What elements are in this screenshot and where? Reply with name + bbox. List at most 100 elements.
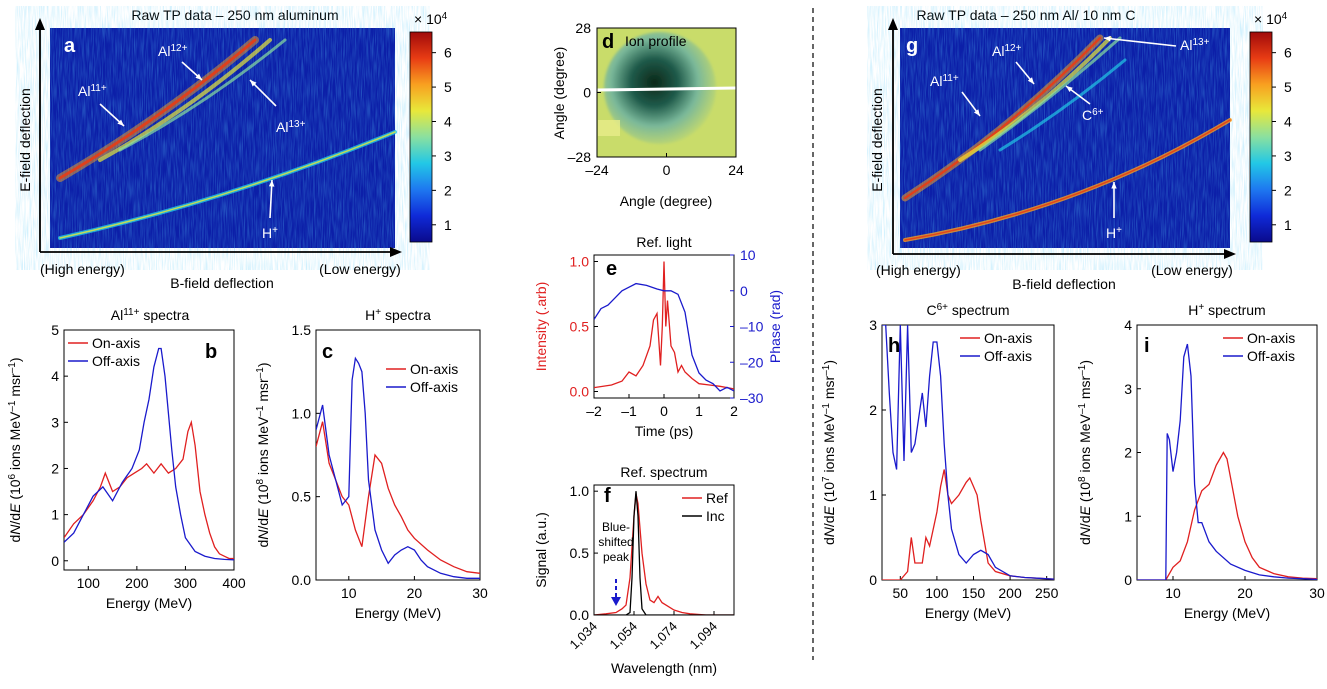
panel-a-xlabel: B-field deflection bbox=[170, 275, 274, 291]
panel-c-chart: 10 20 30 0.0 0.5 1.0 1.5 H+ spectra c Energy (MeV… bbox=[255, 307, 488, 622]
label-al13: Al13+ bbox=[1180, 37, 1210, 54]
label-h-charge: + bbox=[272, 225, 278, 236]
panel-b-ylabel-part: N bbox=[7, 524, 23, 535]
panel-f-title: Ref. spectrum bbox=[620, 464, 707, 480]
panel-h-ylabel-part: N bbox=[821, 526, 837, 537]
panel-c-ylabel-sup: 8 bbox=[255, 478, 266, 484]
panel-h-ylabel-part: (10 bbox=[821, 482, 837, 506]
label-c6-ion: C bbox=[1082, 107, 1092, 123]
label-h-ion: H bbox=[1106, 225, 1116, 241]
track-al13 bbox=[118, 38, 287, 152]
panel-c-frame bbox=[315, 329, 481, 581]
panel-b-title: Al11+ spectra bbox=[111, 307, 190, 324]
panel-f-legend-label: Inc bbox=[706, 508, 725, 524]
panel-b-letter: b bbox=[205, 341, 217, 363]
panel-b-ylabel-part: (10 bbox=[7, 479, 23, 503]
panel-a-letter: a bbox=[64, 35, 76, 57]
panel-a-ylabel: E-field deflection bbox=[17, 88, 33, 192]
panel-e-y2tick-label: –10 bbox=[740, 319, 764, 335]
panel-e-xtick-label: 1 bbox=[695, 403, 703, 419]
panel-f-ytick-label: 1.0 bbox=[570, 483, 590, 499]
label-al11-ion: Al bbox=[930, 73, 942, 89]
panel-i-series-offaxis bbox=[1137, 343, 1317, 580]
panel-g-tracks bbox=[901, 34, 1232, 242]
panel-b-ylabel-part: /d bbox=[7, 513, 23, 525]
panel-d-axes: –24 0 24 28 0 –28 bbox=[568, 20, 744, 178]
panel-f-xtick-label: 1,054 bbox=[607, 619, 641, 653]
panel-e-ytick-label: 0.0 bbox=[570, 384, 590, 400]
panel-i-legend-label: On-axis bbox=[1247, 330, 1295, 346]
colorbar-multiplier-base: × 10 bbox=[414, 11, 442, 27]
panel-a-raw-tp: Raw TP data – 250 nm aluminum a Al11+Al1… bbox=[17, 7, 402, 291]
panel-g-e-arrow bbox=[888, 18, 898, 30]
track-al11-core bbox=[58, 38, 257, 180]
panel-h-ylabel-part: ) bbox=[821, 360, 837, 365]
panel-i-chart: 10 20 30 0 1 2 3 4 H+ spectrum i Energy (MeV) dN/dE… bbox=[1077, 302, 1325, 622]
label-c6: C6+ bbox=[1082, 107, 1104, 124]
panel-h-title-base: C bbox=[927, 302, 937, 318]
panel-d-ytick-label: –28 bbox=[568, 149, 592, 165]
panel-b-chart: 100 200 300 400 0 1 2 3 4 5 Al11+ spectra b Energy (… bbox=[7, 307, 246, 612]
panel-c-ylabel: dN/dE (108 ions MeV–1 msr–1) bbox=[255, 362, 272, 547]
panel-h-xtick-label: 200 bbox=[998, 585, 1022, 601]
panel-e-y2tick-label: –20 bbox=[740, 354, 764, 370]
panel-d-xlabel: Angle (degree) bbox=[620, 193, 713, 209]
label-al11-arrowhead bbox=[117, 119, 124, 126]
panel-c-ytick-label: 1.5 bbox=[292, 322, 312, 338]
panel-c-title-base: H bbox=[365, 307, 375, 323]
colorbar-tick-label: 3 bbox=[1284, 148, 1292, 164]
label-al11: Al11+ bbox=[930, 73, 959, 90]
panel-c-legend-label: Off-axis bbox=[410, 379, 458, 395]
panel-d-ylabel: Angle (degree) bbox=[551, 47, 567, 140]
colorbar-multiplier: × 104 bbox=[414, 11, 448, 28]
panel-e-ylabel: Intensity (.arb) bbox=[533, 282, 549, 371]
panel-h-ylabel-part: msr bbox=[821, 375, 837, 403]
track-al13 bbox=[978, 36, 1122, 152]
panel-b-ylabel-sup: –1 bbox=[7, 362, 18, 374]
panel-e-xtick-label: 0 bbox=[660, 403, 668, 419]
label-al13: Al13+ bbox=[276, 119, 306, 136]
panel-i-title-base: H bbox=[1188, 302, 1198, 318]
panel-b-ylabel-part: msr bbox=[7, 373, 23, 401]
panel-h-legend-label: Off-axis bbox=[984, 348, 1032, 364]
panel-d-ion-profile: d Ion profile –24 0 24 28 0 –28 Angle (degree… bbox=[551, 20, 744, 209]
track-h-core bbox=[904, 119, 1231, 241]
panel-g-title: Raw TP data – 250 nm Al/ 10 nm C bbox=[917, 7, 1136, 23]
panel-c-title: H+ spectra bbox=[365, 307, 431, 324]
panel-e-letter: e bbox=[606, 258, 617, 280]
panel-c-xtick-label: 20 bbox=[407, 585, 423, 601]
panel-i-legend-label: Off-axis bbox=[1247, 348, 1295, 364]
panel-b-ylabel-sup: –1 bbox=[7, 400, 18, 412]
panel-c-ylabel-part: ) bbox=[255, 362, 271, 367]
panel-f-annotation-line: peak bbox=[603, 550, 630, 564]
panel-d-xtick-label: –24 bbox=[585, 162, 609, 178]
panel-f-annotation-line: shifted bbox=[598, 535, 633, 549]
panel-b-ytick-label: 1 bbox=[51, 507, 59, 523]
label-al11-arrowhead bbox=[973, 109, 980, 116]
label-al12-ion: Al bbox=[992, 43, 1004, 59]
label-al13-charge: 13+ bbox=[288, 119, 305, 130]
panel-i-xlabel: Energy (MeV) bbox=[1184, 605, 1270, 621]
label-al12-ion: Al bbox=[158, 43, 170, 59]
panel-h-letter: h bbox=[888, 335, 900, 357]
panel-i-title-tail: spectrum bbox=[1204, 302, 1265, 318]
panel-b-ytick-label: 2 bbox=[51, 460, 59, 476]
colorbar-tick-label: 2 bbox=[1284, 182, 1292, 198]
label-al12-charge: 12+ bbox=[1004, 43, 1021, 54]
label-c6-arrowhead bbox=[1066, 86, 1073, 93]
label-h-arrowhead bbox=[1111, 182, 1117, 189]
colorbar-tick-label: 1 bbox=[1284, 217, 1292, 233]
label-al11-ion: Al bbox=[78, 83, 90, 99]
panel-i-ylabel-part: N bbox=[1077, 526, 1093, 537]
panel-c-xtick-label: 10 bbox=[341, 585, 357, 601]
panel-i-ytick-label: 3 bbox=[1124, 381, 1132, 397]
panel-g-xright: (Low energy) bbox=[1151, 262, 1233, 278]
panel-i-ylabel-sup: –1 bbox=[1077, 403, 1088, 415]
panel-e-y2tick-label: 10 bbox=[740, 247, 756, 263]
panel-e-ytick-label: 1.0 bbox=[570, 254, 590, 270]
panel-b-ytick-label: 0 bbox=[51, 553, 59, 569]
panel-i-ytick-label: 1 bbox=[1124, 508, 1132, 524]
panel-c-ylabel-part: ions MeV bbox=[255, 416, 271, 479]
panel-c-ylabel-sup: –1 bbox=[255, 367, 266, 379]
